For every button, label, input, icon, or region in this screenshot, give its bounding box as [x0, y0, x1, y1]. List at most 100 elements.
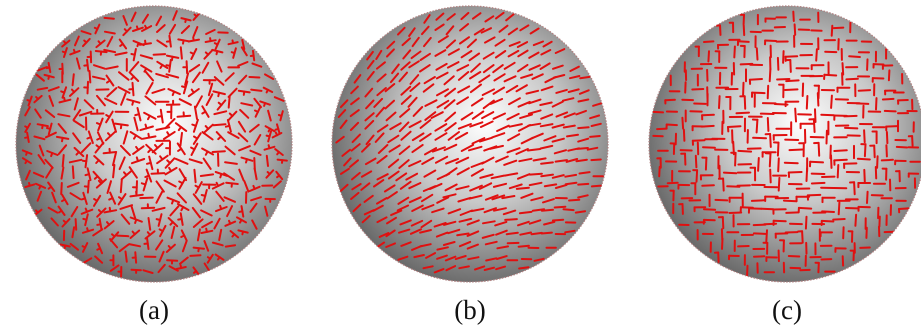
- field-stroke: [435, 71, 449, 80]
- field-stroke: [460, 50, 473, 59]
- field-stroke: [437, 35, 449, 43]
- field-stroke: [820, 113, 835, 117]
- field-stroke: [405, 172, 419, 181]
- field-stroke: [470, 62, 481, 73]
- field-stroke: [817, 141, 821, 157]
- field-stroke: [249, 123, 260, 133]
- field-stroke: [28, 182, 31, 187]
- field-stroke: [411, 132, 425, 142]
- field-stroke: [833, 158, 848, 162]
- field-stroke: [240, 102, 254, 107]
- field-stroke: [129, 61, 140, 73]
- field-stroke: [128, 166, 138, 179]
- field-stroke: [350, 85, 359, 95]
- field-stroke: [93, 175, 99, 180]
- field-stroke: [898, 207, 910, 210]
- field-stroke: [554, 48, 566, 54]
- field-stroke: [491, 194, 506, 201]
- field-stroke: [471, 110, 485, 120]
- field-stroke: [266, 171, 271, 175]
- field-stroke: [700, 124, 715, 128]
- field-stroke: [434, 132, 448, 141]
- field-stroke: [118, 156, 126, 171]
- field-stroke: [873, 144, 876, 159]
- field-stroke: [383, 184, 396, 193]
- field-stroke: [119, 123, 123, 130]
- field-stroke: [854, 213, 858, 227]
- field-stroke: [528, 64, 541, 71]
- field-stroke: [240, 46, 248, 57]
- field-stroke: [81, 245, 87, 249]
- field-stroke: [506, 112, 520, 121]
- field-stroke: [58, 209, 63, 214]
- field-stroke: [467, 256, 480, 261]
- field-stroke: [128, 243, 141, 248]
- field-stroke: [181, 240, 188, 253]
- field-stroke: [459, 23, 470, 32]
- field-stroke: [264, 205, 269, 217]
- field-stroke: [178, 98, 192, 106]
- field-stroke: [204, 51, 210, 56]
- field-stroke: [237, 61, 249, 67]
- field-stroke: [385, 229, 396, 238]
- field-stroke: [590, 158, 602, 162]
- field-stroke: [44, 158, 54, 169]
- field-stroke: [66, 181, 80, 188]
- field-stroke: [568, 198, 581, 202]
- field-stroke: [764, 39, 778, 42]
- field-stroke: [349, 109, 360, 118]
- field-stroke: [96, 94, 106, 107]
- field-stroke: [134, 218, 138, 224]
- field-stroke: [170, 225, 176, 239]
- field-stroke: [109, 264, 120, 272]
- field-stroke: [94, 255, 104, 264]
- field-stroke: [169, 205, 180, 217]
- field-stroke: [722, 177, 725, 192]
- field-stroke: [455, 185, 470, 191]
- field-stroke: [530, 231, 543, 236]
- field-stroke: [503, 159, 518, 166]
- field-stroke: [577, 126, 590, 130]
- field-stroke: [508, 183, 523, 190]
- field-stroke: [751, 91, 766, 95]
- field-stroke: [421, 204, 435, 211]
- field-stroke: [263, 102, 267, 107]
- field-stroke: [377, 144, 389, 154]
- field-stroke: [520, 192, 534, 199]
- field-stroke: [481, 88, 495, 96]
- field-stroke: [376, 216, 388, 224]
- field-stroke: [106, 35, 114, 48]
- field-stroke: [96, 137, 102, 141]
- field-stroke: [409, 228, 422, 235]
- field-stroke: [480, 27, 492, 34]
- field-stroke: [215, 190, 225, 202]
- field-stroke: [809, 160, 824, 164]
- field-stroke: [180, 234, 186, 238]
- field-stroke: [223, 196, 236, 203]
- field-stroke: [133, 116, 139, 132]
- field-stroke: [341, 148, 351, 157]
- line-pattern: [335, 11, 604, 274]
- field-stroke: [146, 231, 151, 236]
- field-stroke: [147, 148, 152, 154]
- field-stroke: [856, 157, 871, 161]
- field-stroke: [157, 263, 166, 274]
- field-stroke: [435, 12, 445, 21]
- field-stroke: [863, 168, 866, 183]
- field-stroke: [768, 68, 772, 83]
- field-stroke: [721, 216, 725, 230]
- field-stroke: [72, 132, 82, 144]
- field-stroke: [217, 256, 221, 261]
- field-stroke: [155, 190, 164, 204]
- field-stroke: [430, 111, 444, 119]
- field-stroke: [443, 99, 456, 110]
- field-stroke: [36, 190, 43, 202]
- field-stroke: [490, 174, 505, 180]
- field-stroke: [201, 131, 214, 141]
- field-stroke: [787, 255, 801, 258]
- field-stroke: [482, 99, 495, 110]
- field-stroke: [782, 199, 798, 203]
- field-stroke: [130, 11, 137, 23]
- field-stroke: [203, 240, 210, 252]
- field-stroke: [528, 181, 543, 187]
